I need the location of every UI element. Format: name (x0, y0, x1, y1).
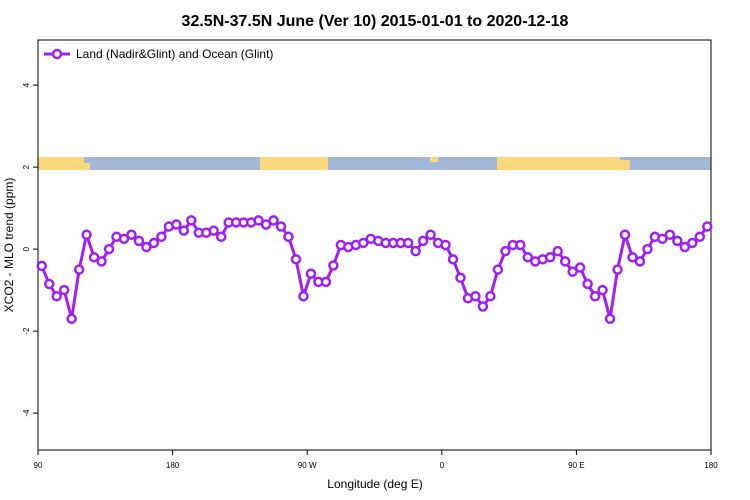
point (455, 272, 466, 284)
point (612, 264, 623, 275)
x-tick-label: 90 (34, 461, 43, 470)
point (178, 225, 190, 236)
legend-label: Land (Nadir&Glint) and Ocean (Glint) (76, 47, 273, 61)
point (597, 284, 608, 296)
point (515, 239, 526, 251)
y-tick-label: -4 (22, 409, 31, 417)
point (559, 256, 571, 267)
point (410, 245, 421, 257)
point (58, 284, 70, 296)
x-tick-label: 90 E (568, 461, 584, 470)
point (477, 301, 489, 312)
point (642, 243, 653, 255)
y-tick-label: 2 (22, 164, 31, 169)
point (447, 254, 459, 265)
point (627, 252, 638, 263)
point (485, 291, 496, 302)
point (43, 278, 55, 290)
y-axis-label: XCO2 - MLO trend (ppm) (2, 178, 16, 313)
point (81, 229, 92, 240)
point (141, 241, 152, 253)
y-tick-label: -2 (22, 327, 31, 335)
map-strip (38, 157, 711, 170)
point (156, 231, 167, 243)
point (51, 291, 62, 302)
point (679, 241, 691, 253)
point (582, 278, 593, 290)
point (664, 229, 676, 240)
point (702, 221, 713, 232)
point (290, 254, 302, 265)
point (552, 245, 563, 257)
point (440, 239, 451, 251)
point (36, 260, 47, 272)
point (283, 231, 294, 243)
point (103, 243, 115, 255)
point (298, 291, 309, 302)
point (133, 235, 145, 247)
x-tick-label: 180 (704, 461, 718, 470)
point (417, 235, 429, 247)
point (186, 215, 197, 226)
point (118, 233, 130, 245)
point (694, 231, 706, 243)
point (634, 256, 646, 267)
point (268, 215, 279, 226)
point (66, 313, 77, 325)
point (328, 260, 339, 271)
x-tick-label: 180 (166, 461, 180, 470)
point (604, 313, 616, 325)
point (358, 237, 369, 249)
y-tick-label: 4 (22, 82, 31, 87)
point (208, 225, 219, 236)
point (305, 268, 317, 279)
x-axis-label: Longitude (deg E) (327, 477, 422, 491)
point (500, 245, 511, 257)
x-tick-label: 0 (440, 461, 445, 470)
point (260, 219, 272, 230)
point (320, 276, 332, 288)
point (657, 233, 668, 245)
point (567, 266, 578, 277)
point (96, 256, 107, 267)
point (253, 215, 264, 226)
point (402, 237, 414, 249)
point (544, 252, 556, 263)
point (275, 221, 287, 232)
point (470, 291, 481, 302)
point (171, 219, 182, 230)
point (672, 235, 683, 247)
plot-frame (37, 39, 712, 451)
point (492, 264, 504, 275)
legend-marker (51, 48, 63, 60)
x-tick-label: 90 W (298, 461, 317, 470)
y-tick-label: 0 (22, 246, 31, 251)
point (73, 264, 85, 275)
point (522, 252, 534, 263)
point (425, 229, 436, 240)
point (687, 237, 698, 249)
point (619, 229, 631, 240)
series-line (40, 217, 709, 320)
chart-title: 32.5N-37.5N June (Ver 10) 2015-01-01 to … (182, 13, 569, 30)
point (88, 252, 100, 263)
point (574, 262, 586, 273)
point (589, 291, 601, 302)
point (126, 229, 137, 240)
point (148, 237, 160, 249)
point (215, 231, 227, 243)
